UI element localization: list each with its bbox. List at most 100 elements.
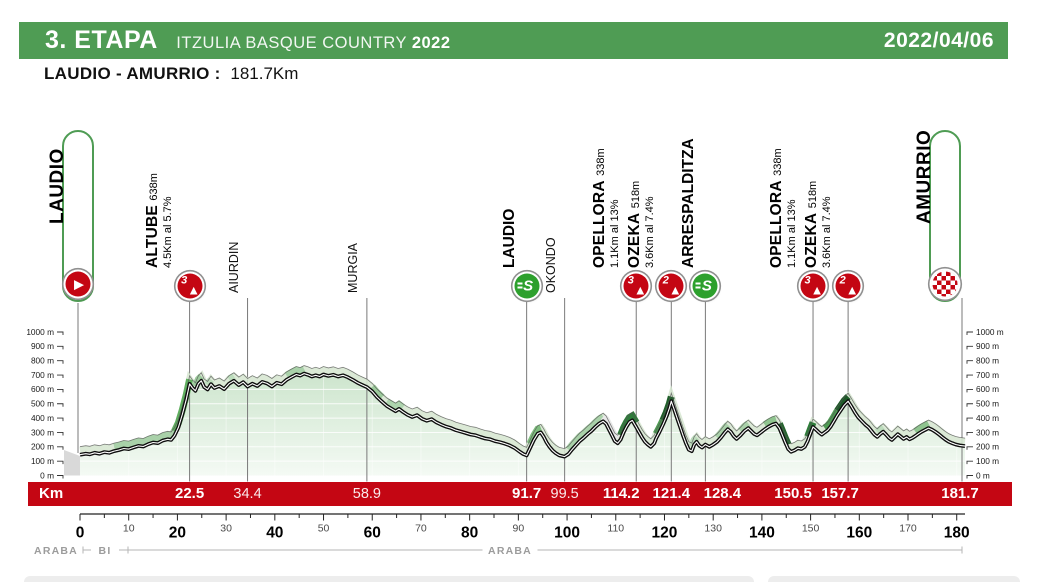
km-value: 91.7 (512, 485, 542, 502)
road-ribbon-climb (526, 424, 543, 446)
finish-station-box (929, 130, 961, 302)
svg-text:900 m: 900 m (976, 341, 999, 351)
play-icon: ▶ (74, 276, 84, 291)
elevation-area (80, 373, 965, 476)
svg-text:40: 40 (266, 525, 283, 542)
km-value: 22.5 (174, 485, 205, 502)
km-value: 121.4 (652, 485, 691, 502)
mountain-icon: ▲ (187, 282, 201, 298)
road-ribbon-climb (227, 373, 236, 383)
km-bar-label: Km (39, 485, 64, 502)
route-subtitle: LAUDIO - AMURRIO : 181.7Km (44, 64, 298, 84)
climb-cat2-icon: 2 ▲ (658, 273, 684, 299)
sprint-icon: S (514, 273, 540, 299)
region-bar: ARABA BI ARABA (28, 544, 963, 557)
km-bar: Km (28, 482, 1012, 506)
svg-text:80: 80 (461, 525, 478, 542)
mountain-icon: ▲ (633, 282, 647, 298)
road-ribbon-climb (113, 428, 178, 451)
svg-text:500 m: 500 m (976, 399, 999, 409)
svg-text:1000 m: 1000 m (976, 327, 1004, 337)
km-value: 157.7 (821, 485, 859, 502)
svg-text:900 m: 900 m (31, 341, 54, 351)
sprint-icon: S (692, 273, 718, 299)
stage-title: 3. ETAPA (45, 26, 158, 54)
route-names: LAUDIO - AMURRIO : (44, 64, 221, 83)
road-ribbon-climb (369, 384, 385, 400)
svg-text:120: 120 (652, 525, 678, 542)
svg-text:1000 m: 1000 m (26, 327, 54, 337)
svg-text:30: 30 (220, 523, 232, 535)
km-value: 58.9 (352, 486, 381, 502)
race-name-text: ITZULIA BASQUE COUNTRY (176, 34, 407, 52)
km-value: 150.5 (774, 485, 812, 502)
svg-text:800 m: 800 m (31, 356, 54, 366)
svg-text:180: 180 (944, 525, 970, 542)
road-ribbon-climb (822, 408, 841, 431)
road-ribbon-climb (714, 422, 731, 440)
svg-text:100 m: 100 m (976, 456, 999, 466)
svg-text:700 m: 700 m (976, 370, 999, 380)
road-ribbon-climb (284, 365, 306, 379)
road-ribbon-climb (874, 424, 886, 435)
road-ribbon-climb (913, 420, 931, 435)
road-ribbon-climb (204, 377, 214, 387)
header-bar: 3. ETAPA ITZULIA BASQUE COUNTRY 2022 202… (19, 22, 1008, 59)
svg-text:ARABA: ARABA (488, 545, 532, 557)
road-ribbon-climb (762, 415, 777, 428)
svg-text:70: 70 (415, 523, 427, 535)
y-axis-labels: 0 m 0 m 100 m 100 m 200 m 200 m 300 m 300 m 400 … (26, 327, 1003, 481)
svg-text:0: 0 (76, 525, 85, 542)
km-value: 128.4 (703, 485, 742, 502)
svg-text:140: 140 (749, 525, 775, 542)
route-distance: 181.7Km (230, 64, 299, 83)
svg-text:600 m: 600 m (31, 384, 54, 394)
svg-text:700 m: 700 m (31, 370, 54, 380)
svg-text:500 m: 500 m (31, 399, 54, 409)
svg-text:50: 50 (318, 523, 330, 535)
svg-text:130: 130 (704, 523, 722, 535)
road-ribbon-climb (565, 413, 605, 452)
race-name: ITZULIA BASQUE COUNTRY 2022 (176, 34, 450, 52)
svg-text:300 m: 300 m (31, 427, 54, 437)
header-left: 3. ETAPA ITZULIA BASQUE COUNTRY 2022 (45, 26, 451, 55)
svg-text:400 m: 400 m (31, 413, 54, 423)
road-ribbon-climb (385, 398, 405, 411)
road-ribbon-climb (617, 411, 640, 437)
climb-cat3-icon: 3 ▲ (800, 273, 826, 299)
svg-text:90: 90 (513, 523, 525, 535)
stage-date: 2022/04/06 (883, 28, 994, 52)
mountain-icon: ▲ (845, 282, 859, 298)
svg-text:150: 150 (802, 523, 820, 535)
km-value: 99.5 (550, 486, 579, 502)
mountain-icon: ▲ (810, 282, 824, 298)
profile-base-shadow (64, 450, 80, 476)
svg-text:160: 160 (846, 525, 872, 542)
km-ruler: 0 20 40 60 80 100 120 140 160 180 10 30 50 70 90 110 130… (76, 513, 970, 542)
footer-partial-bar-left (24, 576, 754, 582)
km-value: 181.7 (941, 485, 979, 502)
road-ribbon-edge (79, 365, 966, 450)
race-year: 2022 (411, 34, 451, 52)
svg-text:10: 10 (123, 523, 135, 535)
mountain-icon: ▲ (668, 282, 682, 298)
start-icon: ▶ (65, 271, 91, 297)
svg-text:300 m: 300 m (976, 427, 999, 437)
climb-cat3-icon: 3 ▲ (623, 273, 649, 299)
svg-text:20: 20 (169, 525, 186, 542)
svg-text:0 m: 0 m (40, 470, 54, 480)
svg-text:110: 110 (607, 523, 624, 535)
km-value: 34.4 (233, 486, 262, 502)
climb-cat3-icon: 3 ▲ (177, 273, 203, 299)
speed-lines (695, 282, 701, 285)
svg-text:100: 100 (554, 525, 580, 542)
svg-text:BI: BI (99, 545, 112, 557)
road-ribbon-climb (737, 420, 751, 434)
finish-checkered-icon (931, 270, 959, 298)
road-ribbon-climb (834, 394, 851, 413)
svg-text:ARABA: ARABA (34, 545, 78, 557)
speed-lines (517, 282, 523, 285)
km-value: 114.2 (602, 485, 640, 502)
